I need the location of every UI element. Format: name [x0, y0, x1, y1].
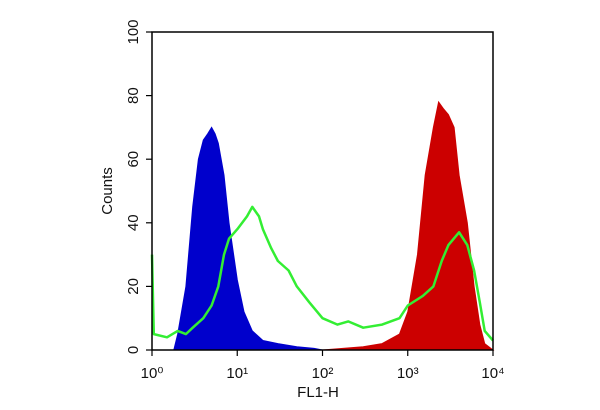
x-tick-label: 10⁴	[481, 365, 504, 382]
y-axis-label: Counts	[99, 167, 116, 215]
y-tick-label: 40	[125, 214, 142, 231]
x-tick-label: 10²	[312, 365, 334, 382]
x-tick-label: 10⁰	[141, 365, 164, 382]
y-tick-label: 60	[125, 151, 142, 168]
x-tick-label: 10¹	[226, 365, 248, 382]
y-tick-label: 100	[125, 19, 142, 44]
histogram-area	[173, 126, 323, 351]
histogram-line	[150, 205, 494, 342]
y-tick-label: 80	[125, 87, 142, 104]
x-tick-label: 10³	[397, 365, 419, 382]
histogram-area	[322, 100, 495, 351]
y-tick-label: 20	[125, 278, 142, 295]
x-axis-label: FL1-H	[297, 384, 339, 401]
y-tick-label: 0	[125, 346, 142, 354]
